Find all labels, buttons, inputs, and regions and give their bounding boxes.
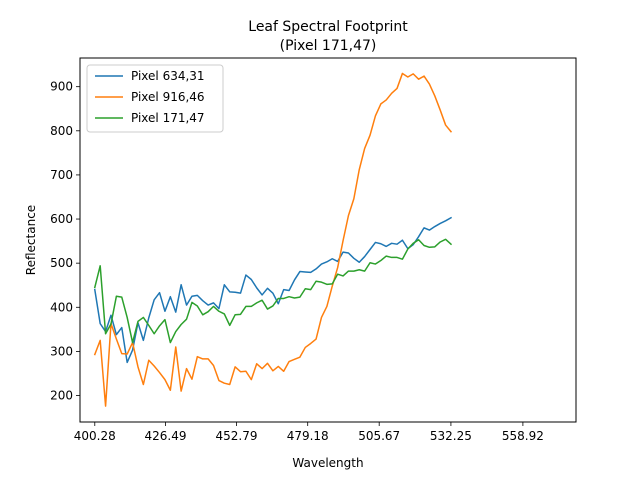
legend: Pixel 634,31 Pixel 916,46 Pixel 171,47 [86, 64, 224, 133]
y-tick-label: 600 [50, 212, 73, 226]
y-tick-label: 400 [50, 300, 73, 314]
chart-title-line-1: Leaf Spectral Footprint [248, 19, 408, 35]
x-tick-label: 532.25 [430, 429, 472, 443]
x-tick-label: 479.18 [287, 429, 329, 443]
series-line-pixel-171-47 [93, 238, 453, 344]
x-tick-label: 426.49 [145, 429, 187, 443]
y-tick-label: 800 [50, 124, 73, 138]
x-tick-label: 558.92 [502, 429, 544, 443]
legend-label-pixel-171-47: Pixel 171,47 [131, 111, 205, 125]
legend-label-pixel-916-46: Pixel 916,46 [131, 90, 205, 104]
y-tick-label: 500 [50, 256, 73, 270]
legend-label-pixel-634-31: Pixel 634,31 [131, 69, 205, 83]
y-tick-label: 700 [50, 168, 73, 182]
legend-box [86, 64, 224, 133]
y-tick-label: 300 [50, 344, 73, 358]
y-tick-label: 200 [50, 389, 73, 403]
x-tick-label: 452.79 [215, 429, 257, 443]
x-axis-label: Wavelength [292, 456, 363, 470]
x-tick-label: 400.28 [74, 429, 116, 443]
series-line-pixel-916-46 [93, 72, 453, 407]
axes-frame [79, 57, 577, 423]
series-line-pixel-634-31 [93, 216, 453, 364]
y-axis-label: Reflectance [24, 205, 38, 275]
plot-area [93, 72, 453, 407]
chart-title-line-2: (Pixel 171,47) [280, 38, 377, 54]
axis-ticks: 400.28 426.49 452.79 479.18 505.67 532.25 558.… [50, 80, 544, 443]
x-tick-label: 505.67 [358, 429, 400, 443]
y-tick-label: 900 [50, 80, 73, 94]
